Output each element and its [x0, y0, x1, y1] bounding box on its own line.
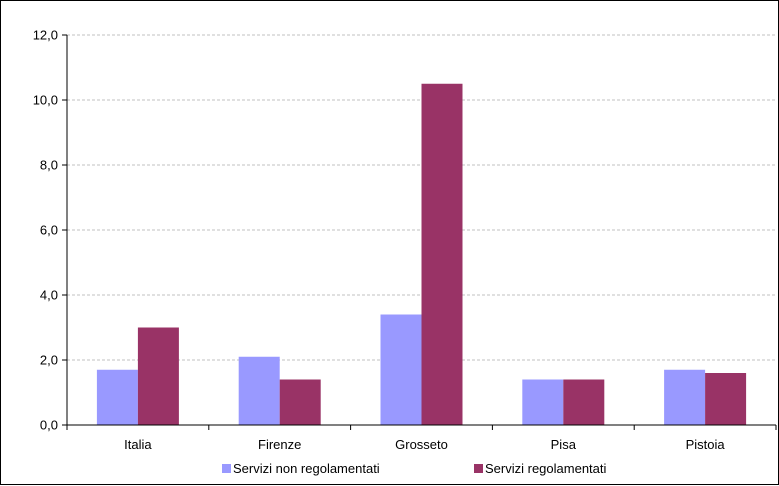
y-tick-label: 2,0: [40, 353, 58, 368]
bar-non-regolamentati: [238, 356, 280, 425]
bar-regolamentati: [563, 379, 605, 425]
bar-regolamentati: [705, 373, 747, 425]
bar-non-regolamentati: [96, 369, 138, 425]
y-tick-label: 8,0: [40, 158, 58, 173]
x-tick-label: Firenze: [258, 437, 301, 452]
y-tick-label: 0,0: [40, 418, 58, 433]
bar-non-regolamentati: [522, 379, 564, 425]
legend-label: Servizi non regolamentati: [233, 461, 380, 476]
y-tick-label: 6,0: [40, 223, 58, 238]
y-tick-label: 12,0: [33, 28, 58, 43]
legend-swatch: [474, 464, 483, 473]
bar-regolamentati: [137, 327, 179, 425]
x-tick-label: Pistoia: [686, 437, 726, 452]
y-tick-label: 4,0: [40, 288, 58, 303]
x-tick-label: Grosseto: [395, 437, 448, 452]
x-tick-label: Italia: [124, 437, 152, 452]
bar-non-regolamentati: [664, 369, 706, 425]
x-tick-label: Pisa: [551, 437, 577, 452]
bar-regolamentati: [421, 83, 463, 425]
y-tick-label: 10,0: [33, 93, 58, 108]
legend-label: Servizi regolamentati: [485, 461, 606, 476]
bar-regolamentati: [279, 379, 321, 425]
legend-swatch: [222, 464, 231, 473]
bar-non-regolamentati: [380, 314, 422, 425]
